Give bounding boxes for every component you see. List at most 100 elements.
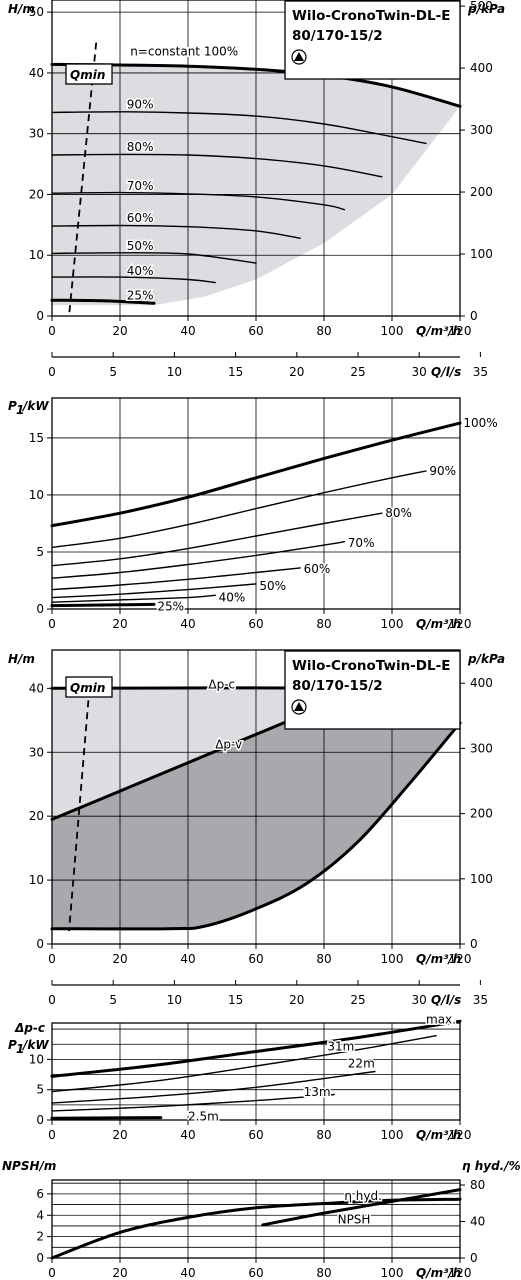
series-label: 40% xyxy=(219,591,246,605)
series-label-halo: 90% xyxy=(127,98,154,112)
x-tick-label: 100 xyxy=(381,324,404,338)
x2-tick-label: 20 xyxy=(289,365,304,379)
x2-tick-label: 35 xyxy=(473,365,488,379)
x2-tick-label: 20 xyxy=(289,993,304,1007)
qmin-label: Qmin xyxy=(70,681,105,695)
series-line xyxy=(50,1019,462,1078)
series-line xyxy=(51,1093,335,1112)
series-line xyxy=(51,470,427,549)
x-tick-label: 100 xyxy=(381,1266,404,1280)
series-line xyxy=(50,1116,163,1120)
y-tick-label: 0 xyxy=(36,937,44,951)
series-line xyxy=(50,62,462,108)
series-label-halo: 60% xyxy=(127,211,154,225)
series-label: 70% xyxy=(348,536,375,550)
y-tick-label: 5 xyxy=(36,545,44,559)
series-label-halo: 60% xyxy=(304,562,331,576)
qmin-box xyxy=(65,676,113,698)
series-label-halo: Δp-c xyxy=(208,678,235,692)
x-tick-label: 60 xyxy=(248,1128,263,1142)
series-label-halo: NPSH xyxy=(338,1213,371,1227)
y-tick-label: 15 xyxy=(29,431,44,445)
y-tick-label: 0 xyxy=(36,1251,44,1265)
series-label-halo: max. xyxy=(426,1012,456,1026)
qmin-label: Qmin xyxy=(70,68,105,82)
series-label: 80% xyxy=(385,506,412,520)
title-1-box xyxy=(284,0,461,80)
series-label: 80% xyxy=(127,140,154,154)
x2-tick-label: 25 xyxy=(350,993,365,1007)
y-tick-label: 2 xyxy=(36,1230,44,1244)
y-axis-label-unit: /kW xyxy=(21,399,49,413)
x2-tick-label: 0 xyxy=(48,365,56,379)
qmin-box xyxy=(65,63,113,85)
y-axis-label: NPSH/m xyxy=(2,1159,56,1173)
series-label-halo: 13m xyxy=(304,1085,331,1099)
series-line xyxy=(51,512,383,567)
x-tick-label: 40 xyxy=(180,1128,195,1142)
x-tick-label: 80 xyxy=(316,617,331,631)
title-1-line1: Wilo-CronoTwin-DL-E xyxy=(292,8,450,24)
y-axis-label-1: Δp-c xyxy=(14,1021,45,1035)
y-tick-label: 10 xyxy=(29,488,44,502)
series-label: Δp-c xyxy=(208,678,235,692)
series-line xyxy=(51,567,301,591)
x-tick-label: 20 xyxy=(112,1128,127,1142)
y-tick-label: 10 xyxy=(29,248,44,262)
series-line xyxy=(50,721,462,931)
y-tick-label: 40 xyxy=(29,681,44,695)
series-label-halo: η hyd. xyxy=(344,1189,382,1203)
series-label: 13m xyxy=(304,1085,331,1099)
x-tick-label: 120 xyxy=(449,1128,472,1142)
y-tick-label: 10 xyxy=(29,1052,44,1066)
series-line xyxy=(50,298,156,305)
x-tick-label: 40 xyxy=(180,617,195,631)
x-axis-label: Q/m³/h xyxy=(416,952,461,966)
y2-tick-label: 500 xyxy=(470,0,493,13)
series-line xyxy=(50,421,462,528)
x2-tick-label: 15 xyxy=(228,993,243,1007)
series-label: 40% xyxy=(127,264,154,278)
series-label-halo: 40% xyxy=(127,264,154,278)
x-axis-label: Q/m³/h xyxy=(416,617,461,631)
x-tick-label: 80 xyxy=(316,1128,331,1142)
x2-tick-label: 10 xyxy=(167,993,182,1007)
series-label: max. xyxy=(426,1012,456,1026)
x-tick-label: 20 xyxy=(112,324,127,338)
series-line xyxy=(51,541,346,579)
y-tick-label: 0 xyxy=(36,309,44,323)
y2-axis-label: p/kPa xyxy=(467,652,505,666)
x-tick-label: 40 xyxy=(180,952,195,966)
x-tick-label: 20 xyxy=(112,617,127,631)
x2-tick-label: 10 xyxy=(167,365,182,379)
series-line xyxy=(51,583,257,599)
y2-tick-label: 40 xyxy=(470,1215,485,1229)
series-label: 90% xyxy=(429,464,456,478)
series-line xyxy=(51,1070,376,1104)
x-tick-label: 60 xyxy=(248,952,263,966)
series-line xyxy=(261,1188,462,1227)
series-line xyxy=(51,1035,437,1093)
series-label-halo: 70% xyxy=(127,179,154,193)
series-line xyxy=(51,276,216,284)
x-tick-label: 100 xyxy=(381,952,404,966)
y-tick-label: 0 xyxy=(36,602,44,616)
series-line xyxy=(51,191,346,211)
x-tick-label: 100 xyxy=(381,1128,404,1142)
x2-tick-label: 5 xyxy=(109,993,117,1007)
y2-tick-label: 200 xyxy=(470,185,493,199)
y-tick-label: 0 xyxy=(36,1113,44,1127)
title-2-box xyxy=(284,650,461,730)
title-2-line1: Wilo-CronoTwin-DL-E xyxy=(292,658,450,674)
series-label: 100% xyxy=(463,416,497,430)
series-label: NPSH xyxy=(338,1213,371,1227)
series-label: Δp-v xyxy=(215,738,242,752)
x2-axis-label: Q/l/s xyxy=(431,993,461,1007)
y2-tick-label: 400 xyxy=(470,61,493,75)
x-tick-label: 0 xyxy=(48,952,56,966)
arrow-up-glyph xyxy=(294,702,304,711)
y2-tick-label: 0 xyxy=(470,1251,478,1265)
